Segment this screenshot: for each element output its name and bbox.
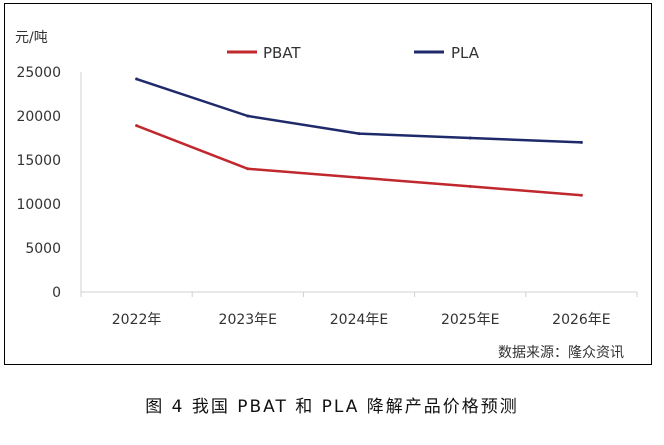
x-tick-label: 2025年E bbox=[441, 312, 499, 328]
x-tick-label: 2022年 bbox=[112, 312, 162, 328]
data-point-pla bbox=[579, 140, 583, 144]
source-note: 数据来源：隆众资讯 bbox=[498, 345, 624, 361]
y-tick-label: 5000 bbox=[25, 241, 61, 257]
x-tick-label: 2026年E bbox=[552, 312, 610, 328]
data-point-pbat bbox=[579, 193, 583, 197]
data-point-pla bbox=[357, 132, 361, 136]
x-tick-label: 2023年E bbox=[219, 312, 277, 328]
y-tick-label: 20000 bbox=[16, 109, 61, 125]
y-tick-label: 15000 bbox=[16, 153, 61, 169]
x-tick-label: 2024年E bbox=[330, 312, 388, 328]
legend-label-pbat: PBAT bbox=[263, 44, 301, 62]
y-axis-unit: 元/吨 bbox=[15, 30, 48, 46]
data-point-pla bbox=[468, 136, 472, 140]
line-chart: 元/吨 PBAT PLA 0 5000 10000 15000 20000 25000 2… bbox=[15, 30, 638, 328]
series-lines bbox=[135, 77, 583, 197]
figure-caption: 图 4 我国 PBAT 和 PLA 降解产品价格预测 bbox=[145, 397, 519, 417]
data-point-pbat bbox=[135, 124, 139, 128]
y-tick-label: 10000 bbox=[16, 197, 61, 213]
y-tick-label: 25000 bbox=[16, 65, 61, 81]
x-axis-ticks: 2022年 2023年E 2024年E 2025年E 2026年E bbox=[80, 292, 638, 328]
y-axis-ticks: 0 5000 10000 15000 20000 25000 bbox=[16, 65, 61, 301]
legend-label-pla: PLA bbox=[451, 44, 480, 62]
chart-frame: 元/吨 PBAT PLA 0 5000 10000 15000 20000 25000 2… bbox=[4, 3, 652, 365]
data-point-pbat bbox=[357, 176, 361, 180]
y-tick-label: 0 bbox=[52, 285, 61, 301]
data-point-pla bbox=[135, 77, 139, 81]
series-line-pbat bbox=[136, 124, 582, 197]
data-point-pbat bbox=[246, 167, 250, 171]
data-point-pla bbox=[246, 114, 250, 118]
data-point-pbat bbox=[468, 184, 472, 188]
legend: PBAT PLA bbox=[227, 44, 480, 62]
